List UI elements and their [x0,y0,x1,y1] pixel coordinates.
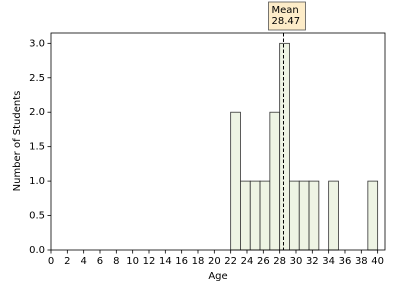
bar [328,180,339,251]
y-axis-label: Number of Students [12,91,23,192]
annotation-label: Mean [271,5,298,16]
x-tick-label: 38 [355,256,368,267]
x-tick-label: 6 [97,256,103,267]
x-tick-label: 40 [371,256,384,267]
bar [249,180,261,251]
annotation-box [268,1,306,31]
x-tick-label: 22 [224,256,237,267]
bar [367,180,379,251]
x-tick-label: 10 [126,256,139,267]
plot-frame [50,32,386,251]
bar [259,180,271,251]
y-tick-label: 0.0 [29,245,45,256]
x-tick-label: 18 [192,256,205,267]
x-tick-label: 36 [339,256,352,267]
x-tick-label: 8 [113,256,119,267]
bar [289,180,300,251]
x-tick-label: 30 [290,256,303,267]
x-axis-label: Age [208,271,227,282]
bar [298,180,310,251]
x-tick-label: 14 [159,256,172,267]
x-tick-label: 34 [322,256,335,267]
x-tick-label: 20 [208,256,221,267]
x-tick-label: 28 [273,256,286,267]
y-tick-label: 0.5 [29,211,45,222]
x-tick-label: 0 [48,256,54,267]
y-tick-label: 2.5 [29,73,45,84]
annotation-value: 28.47 [271,16,300,27]
bar [279,42,290,251]
y-tick-label: 3.0 [29,38,45,49]
x-tick-label: 4 [80,256,86,267]
x-tick-label: 16 [175,256,188,267]
bar [240,180,251,251]
bar [269,111,281,251]
bar [308,180,320,251]
y-tick-label: 2.0 [29,107,45,118]
y-tick-label: 1.5 [29,142,45,153]
x-tick-label: 26 [257,256,270,267]
y-tick-label: 1.0 [29,176,45,187]
x-tick-label: 32 [306,256,319,267]
x-tick-label: 12 [143,256,156,267]
x-tick-label: 2 [64,256,70,267]
x-tick-label: 24 [241,256,254,267]
bar [230,111,241,251]
